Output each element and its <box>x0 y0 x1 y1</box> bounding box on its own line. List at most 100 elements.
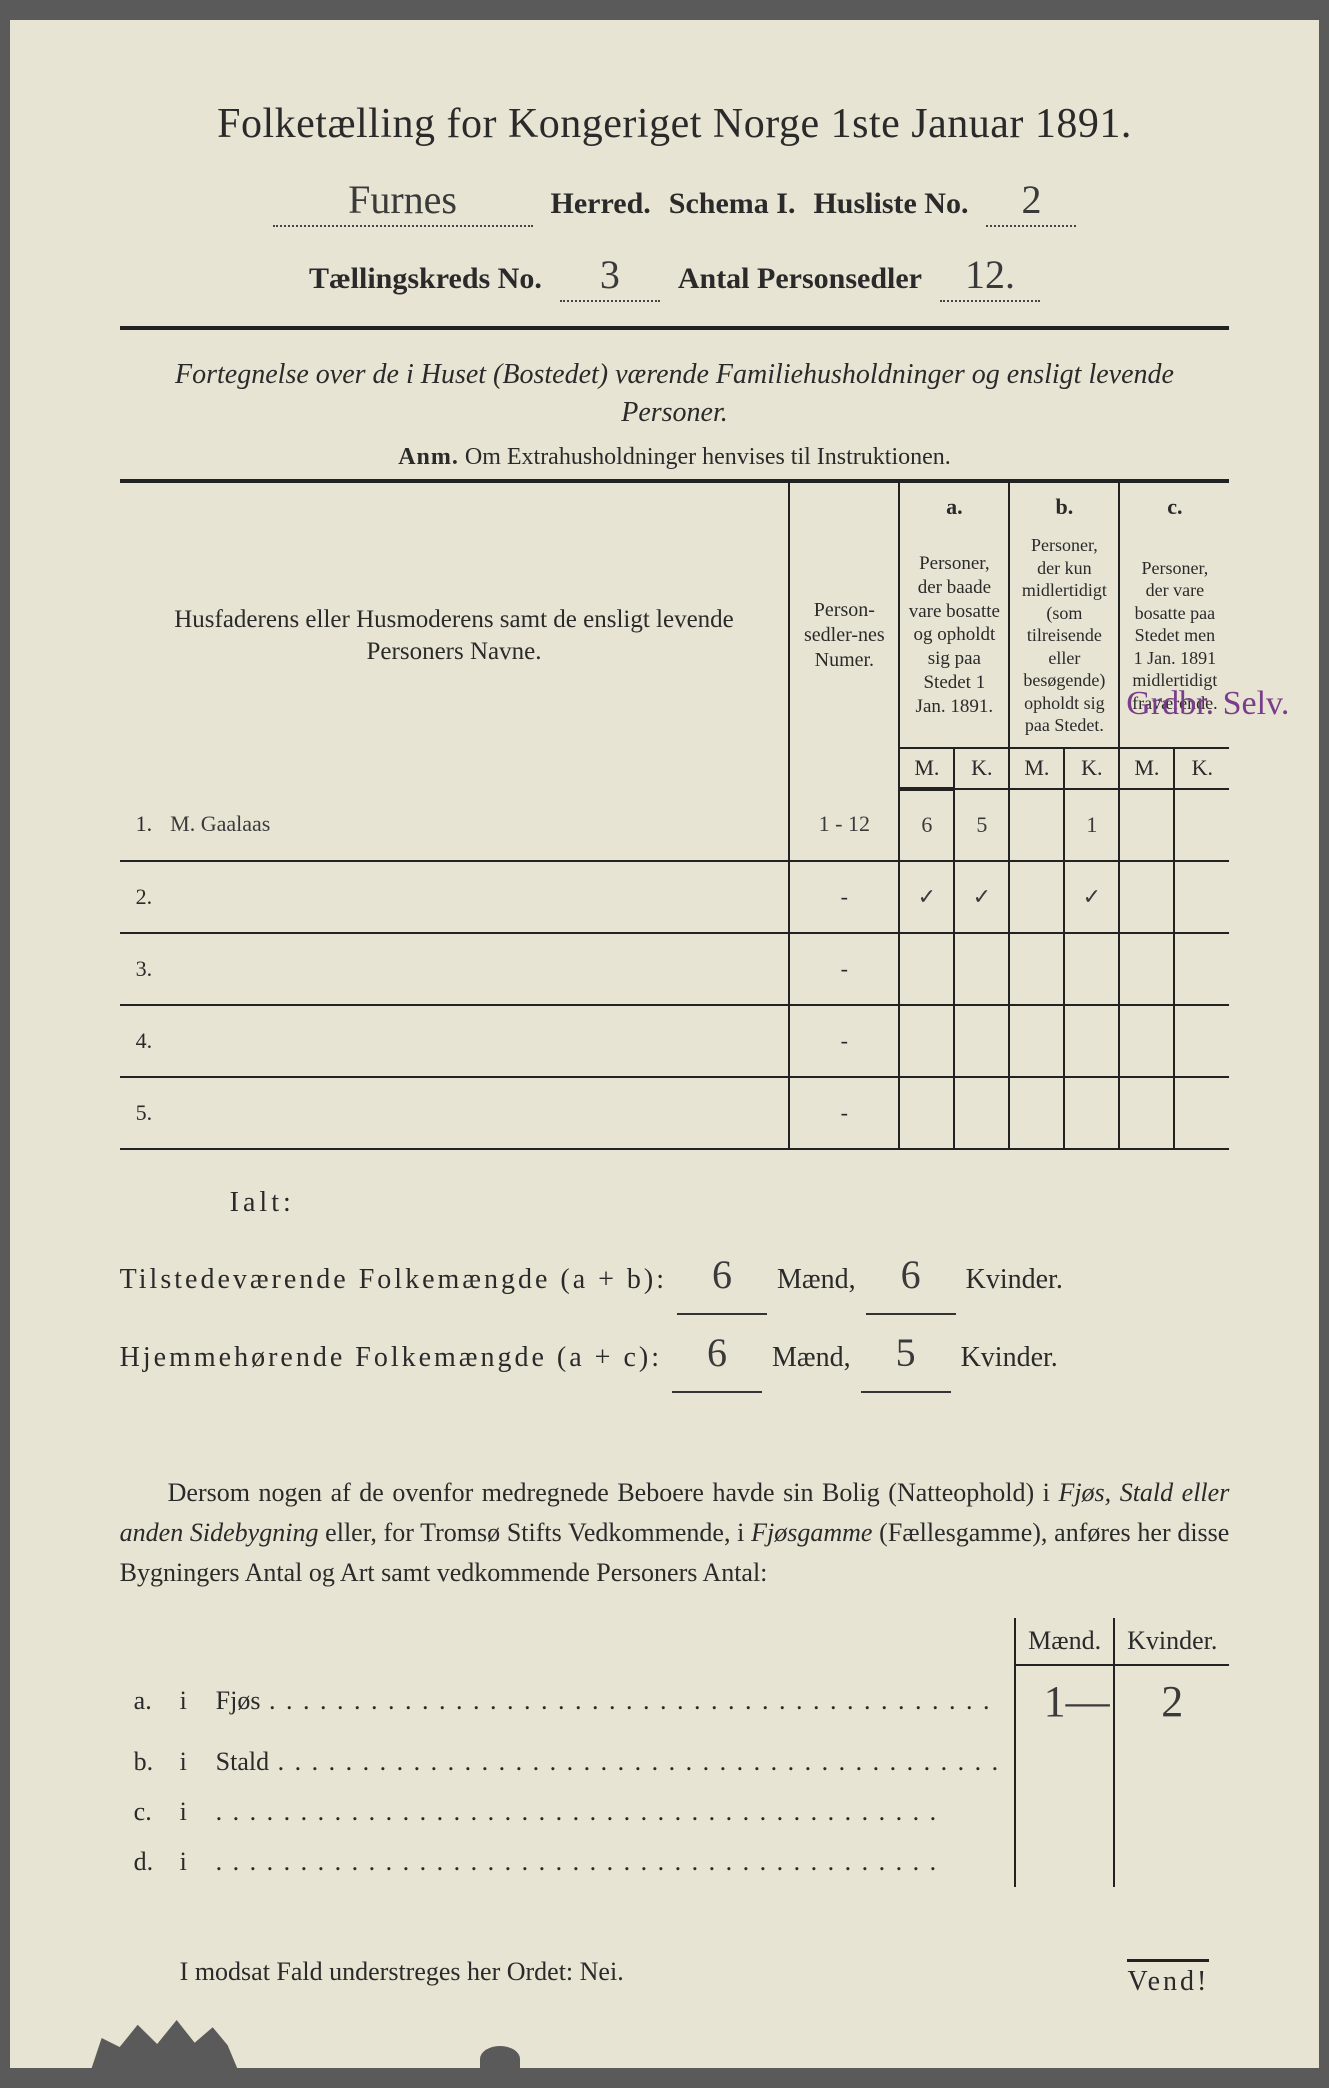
row-num: 5. <box>120 1077 161 1149</box>
schema-label: Schema I. <box>669 187 796 221</box>
cell-a-k: 5 <box>954 789 1009 861</box>
cell-b-m <box>1009 861 1064 933</box>
herred-label: Herred. <box>551 187 651 221</box>
herred-value: Furnes <box>273 176 533 227</box>
col-name-header: Husfaderens eller Husmoderens samt de en… <box>120 482 790 789</box>
divider-thick <box>120 326 1230 330</box>
torn-edge <box>90 2014 240 2074</box>
col-a-header: Personer, der baade vare bosatte og opho… <box>899 524 1009 748</box>
kvinder-label: Kvinder. <box>966 1253 1063 1306</box>
table-body: 1. M. Gaalaas 1 - 12 6 5 1 2. - ✓ ✓ ✓ <box>120 789 1230 1149</box>
body-paragraph: Dersom nogen af de ovenfor medregnede Be… <box>120 1473 1230 1594</box>
sedler-value: 12. <box>940 251 1040 302</box>
bldg-head-k: Kvinder. <box>1114 1618 1229 1665</box>
cell-c-k <box>1174 1077 1229 1149</box>
page-title: Folketælling for Kongeriget Norge 1ste J… <box>120 100 1230 148</box>
cell-c-m <box>1119 789 1174 861</box>
anm-line: Anm. Om Extrahusholdninger henvises til … <box>120 444 1230 471</box>
ialt-row1-m: 6 <box>677 1237 767 1315</box>
census-form-page: Folketælling for Kongeriget Norge 1ste J… <box>10 20 1320 2068</box>
sedler-label: Antal Personsedler <box>678 262 922 296</box>
mk-a-m: M. <box>899 748 954 789</box>
marginal-note: Grdbr. Selv. <box>1126 685 1289 722</box>
col-b-header: Personer, der kun midlertidigt (som tilr… <box>1009 524 1119 748</box>
anm-label: Anm. <box>398 444 459 470</box>
col-b-key: b. <box>1009 482 1119 525</box>
cell-a-m <box>899 1005 954 1077</box>
cell-c-m <box>1119 861 1174 933</box>
cell-c-k <box>1174 861 1229 933</box>
row-name <box>160 861 789 933</box>
bldg-m <box>1015 1737 1114 1787</box>
bldg-head-m: Mænd. <box>1015 1618 1114 1665</box>
bldg-k <box>1114 1787 1229 1837</box>
footer-line: I modsat Fald understreges her Ordet: Ne… <box>120 1957 1230 1987</box>
bldg-m: 1— <box>1015 1665 1114 1737</box>
cell-a-k <box>954 1077 1009 1149</box>
cell-b-k: ✓ <box>1064 861 1119 933</box>
ialt-row2-k: 5 <box>861 1315 951 1393</box>
row-nums: - <box>789 1077 899 1149</box>
ialt-lead: Ialt: <box>230 1176 1230 1229</box>
ialt-row2-m: 6 <box>672 1315 762 1393</box>
ialt-row1-label: Tilstedeværende Folkemængde (a + b): <box>120 1253 667 1306</box>
vend-label: Vend! <box>1127 1959 1209 1998</box>
torn-nick <box>480 2046 520 2072</box>
table-row: 3. - <box>120 933 1230 1005</box>
table-row: 4. - <box>120 1005 1230 1077</box>
cell-c-k <box>1174 1005 1229 1077</box>
cell-a-m: 6 <box>899 789 954 861</box>
table-row: 2. - ✓ ✓ ✓ <box>120 861 1230 933</box>
mk-c-m: M. <box>1119 748 1174 789</box>
row-num: 1. <box>120 789 161 861</box>
cell-c-m <box>1119 1005 1174 1077</box>
row-nums: 1 - 12 <box>789 789 899 861</box>
building-table: Mænd. Kvinder. a. i Fjøs 1— 2 b. i Stald <box>120 1618 1230 1887</box>
mk-b-k: K. <box>1064 748 1119 789</box>
ialt-row2-label: Hjemmehørende Folkemængde (a + c): <box>120 1331 662 1384</box>
main-table: Husfaderens eller Husmoderens samt de en… <box>120 481 1230 1150</box>
cell-a-m <box>899 1077 954 1149</box>
row-num: 3. <box>120 933 161 1005</box>
mk-b-m: M. <box>1009 748 1064 789</box>
cell-b-k <box>1064 1077 1119 1149</box>
row-nums: - <box>789 861 899 933</box>
col-a-key: a. <box>899 482 1009 525</box>
husliste-value: 2 <box>986 176 1076 227</box>
bldg-m <box>1015 1787 1114 1837</box>
kreds-value: 3 <box>560 251 660 302</box>
bldg-m <box>1015 1837 1114 1887</box>
ialt-row-1: Tilstedeværende Folkemængde (a + b): 6 M… <box>120 1237 1230 1315</box>
header-row-1: Furnes Herred. Schema I. Husliste No. 2 <box>120 176 1230 227</box>
cell-b-m <box>1009 789 1064 861</box>
header-row-2: Tællingskreds No. 3 Antal Personsedler 1… <box>120 251 1230 302</box>
row-nums: - <box>789 933 899 1005</box>
col-c-key: c. <box>1119 482 1229 525</box>
row-num: 4. <box>120 1005 161 1077</box>
bldg-k <box>1114 1737 1229 1787</box>
ialt-block: Ialt: Tilstedeværende Folkemængde (a + b… <box>120 1176 1230 1393</box>
row-nums: - <box>789 1005 899 1077</box>
cell-b-m <box>1009 1077 1064 1149</box>
row-name: M. Gaalaas <box>160 789 789 861</box>
cell-b-k <box>1064 1005 1119 1077</box>
husliste-label: Husliste No. <box>813 187 968 221</box>
cell-b-k <box>1064 933 1119 1005</box>
row-num: 2. <box>120 861 161 933</box>
cell-c-m <box>1119 933 1174 1005</box>
cell-b-m <box>1009 1005 1064 1077</box>
cell-a-m <box>899 933 954 1005</box>
maend-label: Mænd, <box>772 1331 851 1384</box>
mk-a-k: K. <box>954 748 1009 789</box>
bldg-row: d. i <box>120 1837 1230 1887</box>
cell-a-m: ✓ <box>899 861 954 933</box>
row-name <box>160 933 789 1005</box>
bldg-k <box>1114 1837 1229 1887</box>
cell-c-k <box>1174 789 1229 861</box>
bldg-row: c. i <box>120 1787 1230 1837</box>
cell-a-k <box>954 1005 1009 1077</box>
row-name <box>160 1005 789 1077</box>
bldg-row: a. i Fjøs 1— 2 <box>120 1665 1230 1737</box>
col-num-header: Person-sedler-nes Numer. <box>789 482 899 789</box>
cell-b-m <box>1009 933 1064 1005</box>
